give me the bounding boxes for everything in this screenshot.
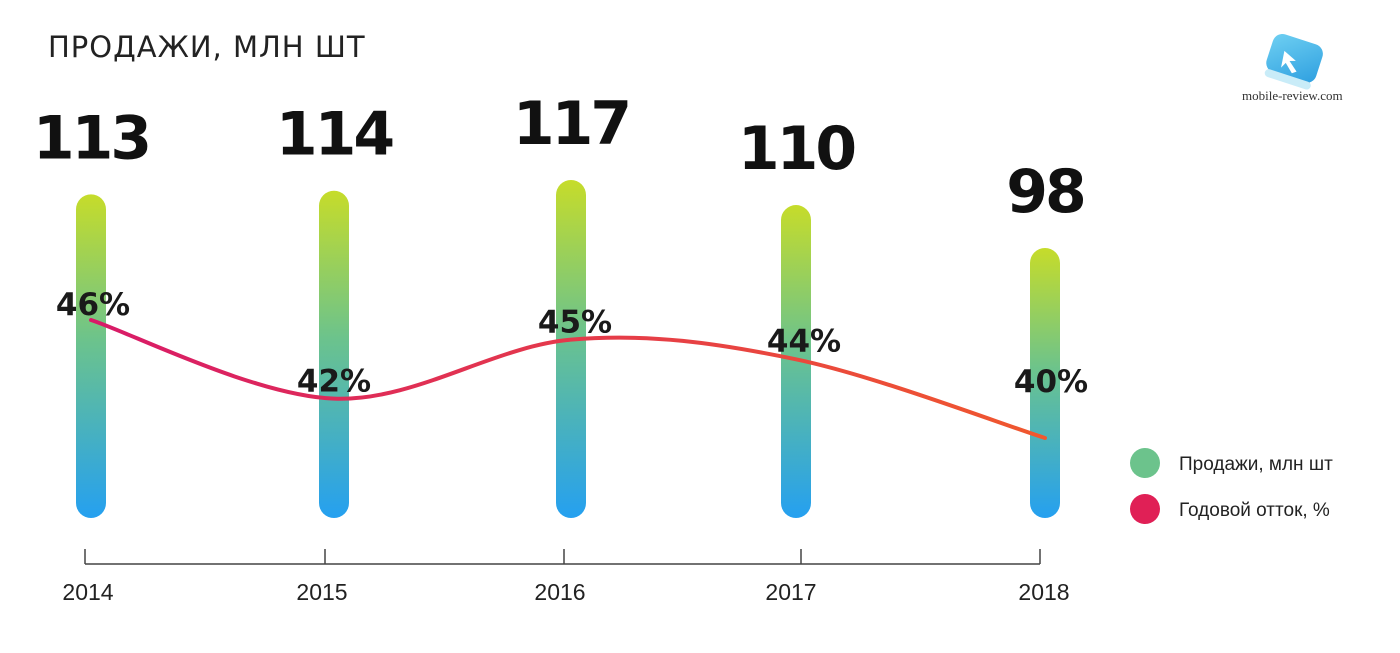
sales-bar-2017 bbox=[781, 205, 811, 519]
sales-bar-2014 bbox=[76, 194, 106, 518]
legend-label: Годовой отток, % bbox=[1179, 500, 1330, 521]
labels-layer: 113 114 117 110 98 46% 42% 45% 44% 40% bbox=[33, 89, 1088, 400]
churn-value-label: 42% bbox=[297, 364, 371, 400]
x-tick-label: 2017 bbox=[765, 579, 816, 605]
sales-bar-2016 bbox=[556, 180, 586, 518]
mobile-review-logo-icon bbox=[1264, 33, 1323, 90]
x-tick-label: 2016 bbox=[534, 579, 585, 605]
sales-value-label: 114 bbox=[276, 100, 392, 170]
churn-value-label: 40% bbox=[1014, 364, 1088, 400]
x-tick-label: 2015 bbox=[296, 579, 347, 605]
sales-value-label: 98 bbox=[1006, 157, 1084, 227]
sales-value-label: 117 bbox=[513, 89, 629, 159]
legend-churn-marker bbox=[1130, 494, 1160, 524]
sales-value-label: 110 bbox=[738, 114, 854, 184]
sales-bar-2015 bbox=[319, 190, 349, 518]
x-tick-label: 2014 bbox=[62, 579, 113, 605]
logo-text: mobile-review.com bbox=[1242, 88, 1343, 103]
churn-value-label: 45% bbox=[538, 305, 612, 341]
churn-value-label: 46% bbox=[56, 287, 130, 323]
sales-bar-2018 bbox=[1030, 248, 1060, 518]
chart-title: ПРОДАЖИ, МЛН ШТ bbox=[48, 30, 366, 64]
churn-line bbox=[89, 318, 1047, 440]
legend-sales-marker bbox=[1130, 448, 1160, 478]
bars-layer bbox=[76, 180, 1060, 519]
sales-value-label: 113 bbox=[33, 103, 149, 173]
churn-value-label: 44% bbox=[767, 323, 841, 359]
legend-label: Продажи, млн шт bbox=[1179, 454, 1333, 475]
x-axis: 2014 2015 2016 2017 2018 bbox=[62, 549, 1070, 605]
legend: Продажи, млн шт Годовой отток, % bbox=[1130, 448, 1333, 524]
x-tick-label: 2018 bbox=[1018, 579, 1069, 605]
